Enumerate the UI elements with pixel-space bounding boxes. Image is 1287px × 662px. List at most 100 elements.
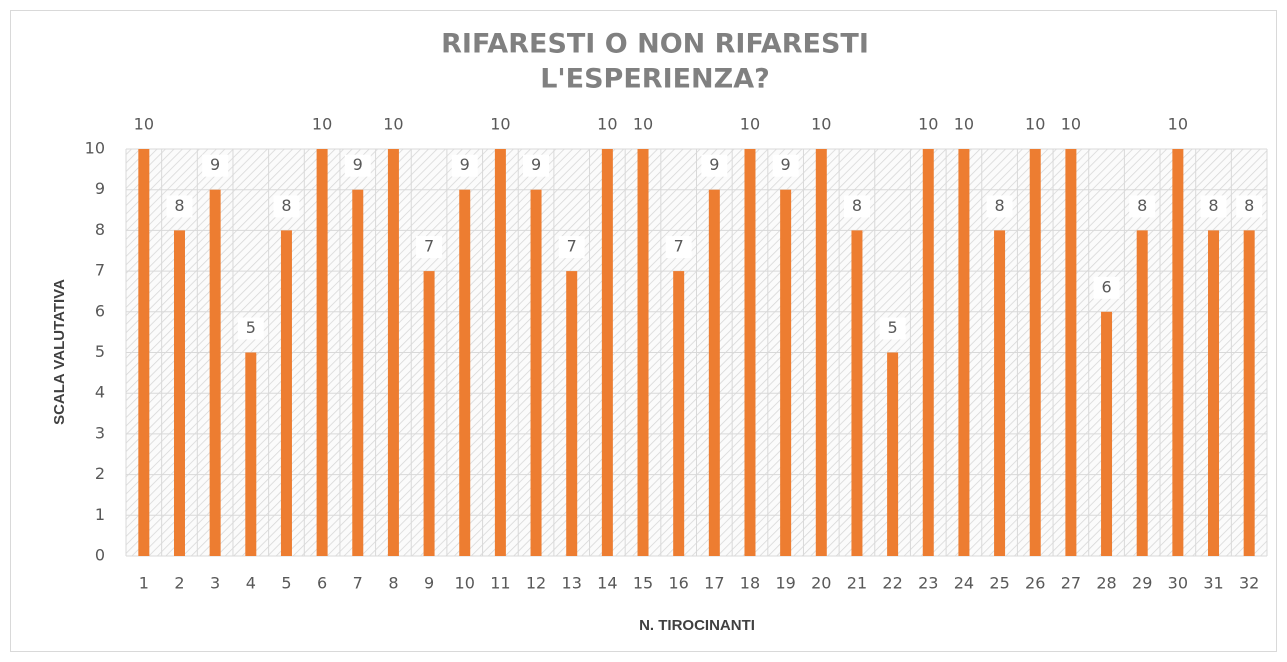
data-label: 9 (460, 155, 470, 174)
data-label-bg (166, 195, 193, 218)
data-label: 10 (633, 115, 653, 134)
bar (673, 271, 685, 556)
bar (209, 189, 221, 556)
chart-title: L'ESPERIENZA? (540, 64, 770, 95)
x-tick-label: 18 (740, 574, 760, 593)
x-tick-label: 11 (490, 574, 510, 593)
data-label: 8 (994, 196, 1004, 215)
data-label: 10 (383, 115, 403, 134)
data-label-bg (558, 236, 585, 259)
x-tick-label: 28 (1096, 574, 1116, 593)
x-tick-label: 6 (317, 574, 327, 593)
x-tick-label: 27 (1061, 574, 1081, 593)
bar (316, 149, 328, 556)
bar (744, 149, 756, 556)
x-tick-label: 25 (989, 574, 1009, 593)
data-label: 7 (424, 237, 434, 256)
x-tick-label: 5 (281, 574, 291, 593)
chart-title: RIFARESTI O NON RIFARESTI (441, 29, 869, 60)
data-label: 10 (1025, 115, 1045, 134)
data-label: 10 (490, 115, 510, 134)
bar (1065, 149, 1077, 556)
data-label-bg (1164, 114, 1191, 136)
x-tick-label: 22 (882, 574, 902, 593)
data-label-bg (523, 154, 550, 177)
bar (851, 230, 863, 556)
y-tick-label: 4 (95, 383, 105, 402)
data-label: 10 (1168, 115, 1188, 134)
data-label-bg (843, 195, 870, 218)
bar (958, 149, 970, 556)
data-label-bg (1236, 195, 1263, 218)
bar (1101, 311, 1113, 556)
data-label-bg (879, 317, 906, 340)
x-tick-label: 24 (954, 574, 974, 593)
data-label-bg (630, 114, 657, 136)
y-tick-label: 0 (95, 546, 105, 565)
y-tick-label: 2 (95, 464, 105, 483)
y-axis-title: SCALA VALUTATIVA (51, 279, 68, 425)
x-tick-label: 12 (526, 574, 546, 593)
data-label: 6 (1101, 277, 1111, 296)
data-label: 10 (597, 115, 617, 134)
data-label-bg (273, 195, 300, 218)
data-label: 10 (312, 115, 332, 134)
data-label: 9 (709, 155, 719, 174)
x-tick-label: 23 (918, 574, 938, 593)
bar (637, 149, 649, 556)
x-tick-label: 7 (353, 574, 363, 593)
data-label-bg (130, 114, 157, 136)
y-tick-label: 5 (95, 342, 105, 361)
data-label-bg (451, 154, 478, 177)
data-label-bg (1200, 195, 1227, 218)
bar (459, 189, 471, 556)
data-label-bg (736, 114, 763, 136)
bar (530, 189, 542, 556)
y-tick-label: 6 (95, 301, 105, 320)
x-tick-label: 17 (704, 574, 724, 593)
y-tick-label: 10 (85, 139, 105, 158)
bar (922, 149, 934, 556)
bar (1172, 149, 1184, 556)
x-tick-label: 30 (1168, 574, 1188, 593)
y-tick-label: 3 (95, 423, 105, 442)
x-tick-label: 8 (388, 574, 398, 593)
bar (423, 271, 435, 556)
data-label: 9 (531, 155, 541, 174)
data-label-bg (808, 114, 835, 136)
data-label-bg (772, 154, 799, 177)
data-label: 10 (918, 115, 938, 134)
data-label: 10 (954, 115, 974, 134)
data-label-bg (380, 114, 407, 136)
x-tick-label: 21 (847, 574, 867, 593)
data-label: 8 (174, 196, 184, 215)
x-tick-label: 9 (424, 574, 434, 593)
data-label: 5 (888, 318, 898, 337)
data-label: 7 (674, 237, 684, 256)
data-label: 10 (1061, 115, 1081, 134)
bar (494, 149, 506, 556)
x-tick-label: 2 (174, 574, 184, 593)
data-label-bg (915, 114, 942, 136)
bar (1136, 230, 1148, 556)
bar (1208, 230, 1220, 556)
y-tick-label: 1 (95, 505, 105, 524)
data-label: 9 (781, 155, 791, 174)
data-label-bg (202, 154, 229, 177)
data-label: 8 (1137, 196, 1147, 215)
data-label-bg (1129, 195, 1156, 218)
data-label: 9 (353, 155, 363, 174)
data-label-bg (487, 114, 514, 136)
data-label: 8 (1208, 196, 1218, 215)
data-label-bg (309, 114, 336, 136)
data-label-bg (986, 195, 1013, 218)
bar (994, 230, 1006, 556)
x-tick-label: 16 (668, 574, 688, 593)
x-tick-label: 19 (775, 574, 795, 593)
x-tick-label: 1 (139, 574, 149, 593)
x-tick-label: 29 (1132, 574, 1152, 593)
x-tick-label: 3 (210, 574, 220, 593)
data-label: 7 (567, 237, 577, 256)
data-label-bg (950, 114, 977, 136)
